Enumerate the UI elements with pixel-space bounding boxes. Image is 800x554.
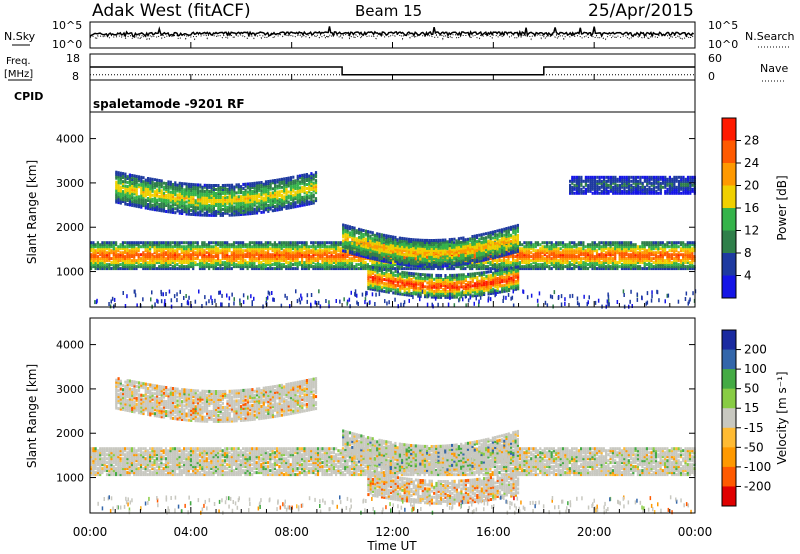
colorbar-swatch	[722, 185, 736, 209]
colorbar-tick-label: -100	[744, 460, 771, 474]
colorbar-swatch	[722, 369, 736, 390]
colorbar-swatch	[722, 253, 736, 276]
colorbar-tick-label: -50	[744, 440, 764, 454]
colorbar-tick-label: -15	[744, 421, 764, 435]
power-range-axis: 4000 3000 2000 1000	[56, 133, 695, 279]
noise-left-tick-low: 10^0	[52, 38, 82, 51]
freq-right-tick-low: 0	[708, 70, 715, 83]
time-tick-label: 00:00	[678, 525, 713, 539]
colorbar-swatch	[722, 466, 736, 487]
colorbar-swatch	[722, 447, 736, 468]
freq-series	[90, 66, 695, 76]
range-tick-label: 1000	[56, 472, 84, 485]
colorbar-tick-label: 20	[744, 179, 759, 193]
nave-label: Nave	[760, 62, 788, 75]
noise-search-series	[89, 33, 695, 42]
colorbar-tick-label: 4	[744, 269, 752, 283]
colorbar-tick-label: 12	[744, 224, 759, 238]
colorbar-swatch	[722, 408, 736, 429]
frequency-panel: Freq. [MHz] 18 8 60 0 Nave	[4, 52, 788, 83]
power-panel: 4000 3000 2000 1000 Slant Range [km]	[25, 111, 697, 309]
echo-region-lower-arc	[367, 265, 520, 299]
colorbar-tick-label: 28	[744, 134, 759, 148]
time-axis: 00:00 04:00 08:00 12:00 16:00 20:00 00:00	[73, 525, 713, 539]
cpid-label: CPID	[14, 90, 43, 103]
colorbar-swatch	[722, 208, 736, 231]
beam-title: Beam 15	[355, 2, 422, 20]
power-colorbar: 28 24 20 16 12 8 4 Power [dB]	[721, 117, 789, 299]
velocity-echo-field	[90, 377, 696, 515]
freq-left-tick-low: 8	[72, 70, 79, 83]
colorbar-swatch	[722, 275, 736, 299]
echo-region-late-upper	[569, 175, 696, 195]
noise-left-label: N.Sky	[4, 30, 36, 43]
colorbar-tick-label: 50	[744, 382, 759, 396]
colorbar-tick-label: 100	[744, 362, 767, 376]
velocity-range-axis: 4000 3000 2000 1000	[56, 339, 695, 485]
colorbar-swatch	[722, 427, 736, 448]
colorbar-swatch	[722, 140, 736, 164]
colorbar-swatch	[722, 230, 736, 254]
echo-region-upper-band	[115, 170, 318, 217]
freq-label-line1: Freq.	[6, 56, 31, 67]
freq-left-tick-high: 18	[66, 52, 80, 65]
echo-region-main-band	[90, 447, 696, 477]
colorbar-swatch	[722, 330, 736, 351]
colorbar-tick-label: 200	[744, 343, 767, 357]
echo-region-main-band	[90, 241, 696, 271]
range-tick-label: 2000	[56, 427, 84, 440]
time-tick-label: 20:00	[577, 525, 612, 539]
time-tick-label: 08:00	[274, 525, 309, 539]
noise-sky-series	[89, 26, 694, 38]
power-echo-field	[90, 170, 697, 309]
range-tick-label: 3000	[56, 383, 84, 396]
velocity-colorbar-label: Velocity [m s⁻¹]	[775, 371, 789, 464]
time-axis-label: Time UT	[366, 539, 417, 553]
echo-region-lower-arc	[367, 471, 520, 505]
velocity-panel: 4000 3000 2000 1000 Slant Range [km]	[25, 317, 696, 515]
range-tick-label: 2000	[56, 221, 84, 234]
noise-right-tick-high: 10^5	[708, 19, 738, 32]
echo-region-arc	[342, 429, 519, 474]
range-tick-label: 3000	[56, 177, 84, 190]
time-tick-label: 00:00	[73, 525, 108, 539]
echo-region-upper-band	[115, 377, 318, 423]
colorbar-swatch	[722, 486, 736, 507]
time-tick-label: 16:00	[476, 525, 511, 539]
time-tick-label: 12:00	[375, 525, 410, 539]
power-range-label: Slant Range [km]	[25, 160, 39, 264]
noise-right-label: N.Search	[745, 30, 795, 43]
velocity-colorbar: 200 100 50 15 -15 -50 -100 -200 Velocity [m s⁻¹…	[721, 329, 789, 507]
velocity-range-label: Slant Range [km]	[25, 364, 39, 468]
noise-left-tick-high: 10^5	[52, 19, 82, 32]
time-ticks	[89, 42, 696, 513]
echo-region-arc	[342, 223, 519, 268]
colorbar-tick-label: 8	[744, 246, 752, 260]
noise-right-tick-low: 10^0	[708, 38, 738, 51]
noise-panel: N.Sky 10^5 10^0 10^5 10^0 N.Search	[4, 19, 795, 51]
cpid-mode-text: spaletamode -9201 RF	[93, 97, 245, 111]
colorbar-swatch	[722, 163, 736, 186]
velocity-colorbar-frame	[721, 329, 737, 507]
freq-label-line2: [MHz]	[4, 69, 33, 80]
range-tick-label: 4000	[56, 339, 84, 352]
cpid-panel: CPID spaletamode -9201 RF	[14, 80, 696, 112]
colorbar-swatch	[722, 388, 736, 409]
freq-right-tick-high: 60	[708, 52, 722, 65]
date-title: 25/Apr/2015	[588, 1, 694, 21]
station-title: Adak West (fitACF)	[92, 1, 251, 21]
colorbar-swatch	[722, 349, 736, 370]
colorbar-tick-label: 16	[744, 201, 759, 215]
colorbar-swatch	[722, 118, 736, 141]
colorbar-tick-label: -200	[744, 479, 771, 493]
colorbar-tick-label: 15	[744, 401, 759, 415]
power-colorbar-label: Power [dB]	[775, 175, 789, 240]
colorbar-tick-label: 24	[744, 156, 759, 170]
range-tick-label: 1000	[56, 266, 84, 279]
range-tick-label: 4000	[56, 133, 84, 146]
time-tick-label: 04:00	[174, 525, 209, 539]
